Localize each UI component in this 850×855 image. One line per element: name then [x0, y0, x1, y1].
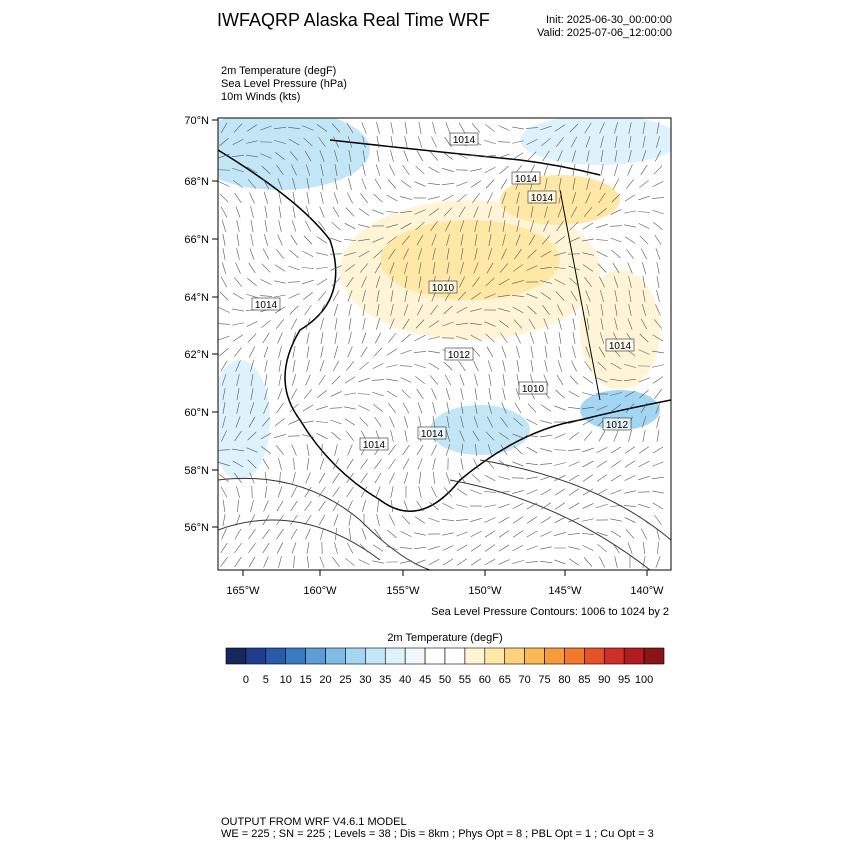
colorbar-label: 0	[243, 674, 249, 686]
colorbar-box	[624, 648, 644, 664]
colorbar-label: 65	[499, 674, 511, 686]
contour-label: 1014	[531, 193, 554, 204]
colorbar-label: 80	[558, 674, 570, 686]
contour-label: 1014	[453, 135, 476, 146]
lon-tick-label: 160°W	[303, 585, 337, 597]
lon-tick-label: 165°W	[226, 585, 260, 597]
lat-tick-label: 66°N	[184, 234, 209, 246]
valid-time: Valid: 2025-07-06_12:00:00	[537, 27, 672, 39]
colorbar-box	[505, 648, 525, 664]
colorbar-box	[525, 648, 545, 664]
colorbar-title: 2m Temperature (degF)	[387, 632, 502, 644]
colorbar-box	[306, 648, 326, 664]
field-label: 10m Winds (kts)	[221, 91, 300, 103]
colorbar-label: 25	[339, 674, 351, 686]
colorbar-box	[286, 648, 306, 664]
colorbar-label: 70	[519, 674, 531, 686]
colorbar-box	[246, 648, 266, 664]
colorbar-box	[266, 648, 286, 664]
lon-tick-label: 145°W	[548, 585, 582, 597]
contour-label: 1014	[515, 174, 538, 185]
lon-tick-label: 140°W	[630, 585, 664, 597]
contour-label: 1014	[363, 440, 386, 451]
colorbar-box	[405, 648, 425, 664]
colorbar-label: 100	[635, 674, 653, 686]
lat-tick-label: 62°N	[184, 349, 209, 361]
colorbar-box	[604, 648, 624, 664]
lat-tick-label: 64°N	[184, 292, 209, 304]
lon-tick-label: 150°W	[468, 585, 502, 597]
colorbar-box	[584, 648, 604, 664]
lat-tick-label: 60°N	[184, 407, 209, 419]
colorbar-box	[564, 648, 584, 664]
colorbar-box	[226, 648, 246, 664]
contour-label: 1012	[606, 420, 629, 431]
colorbar-box	[326, 648, 346, 664]
footer-line: WE = 225 ; SN = 225 ; Levels = 38 ; Dis …	[221, 828, 654, 840]
colorbar-label: 60	[479, 674, 491, 686]
colorbar-box	[485, 648, 505, 664]
colorbar-label: 55	[459, 674, 471, 686]
lat-tick-label: 58°N	[184, 465, 209, 477]
field-label: Sea Level Pressure (hPa)	[221, 78, 347, 90]
contour-label: 1014	[421, 429, 444, 440]
contour-label: 1014	[255, 300, 278, 311]
lat-tick-label: 70°N	[184, 115, 209, 127]
colorbar-label: 85	[578, 674, 590, 686]
colorbar-label: 20	[319, 674, 331, 686]
colorbar-box	[644, 648, 664, 664]
colorbar-box	[445, 648, 465, 664]
colorbar-label: 5	[263, 674, 269, 686]
contour-label: 1010	[522, 384, 545, 395]
lon-tick-label: 155°W	[386, 585, 420, 597]
colorbar-label: 75	[538, 674, 550, 686]
colorbar-label: 30	[359, 674, 371, 686]
contour-note: Sea Level Pressure Contours: 1006 to 102…	[431, 606, 669, 618]
colorbar-box	[365, 648, 385, 664]
colorbar-box	[545, 648, 565, 664]
colorbar-box	[385, 648, 405, 664]
colorbar-label: 40	[399, 674, 411, 686]
colorbar-label: 45	[419, 674, 431, 686]
title: IWFAQRP Alaska Real Time WRF	[217, 10, 490, 30]
contour-label: 1014	[609, 341, 632, 352]
colorbar-label: 15	[300, 674, 312, 686]
colorbar-label: 10	[280, 674, 292, 686]
colorbar-box	[425, 648, 445, 664]
footer-line: OUTPUT FROM WRF V4.6.1 MODEL	[221, 816, 407, 828]
colorbar-label: 95	[618, 674, 630, 686]
init-time: Init: 2025-06-30_00:00:00	[546, 14, 672, 26]
field-label: 2m Temperature (degF)	[221, 65, 336, 77]
lat-tick-label: 56°N	[184, 522, 209, 534]
colorbar-label: 35	[379, 674, 391, 686]
lat-tick-label: 68°N	[184, 176, 209, 188]
colorbar-box	[465, 648, 485, 664]
colorbar-label: 90	[598, 674, 610, 686]
contour-label: 1012	[448, 350, 471, 361]
colorbar-box	[345, 648, 365, 664]
colorbar-label: 50	[439, 674, 451, 686]
contour-label: 1010	[432, 283, 455, 294]
